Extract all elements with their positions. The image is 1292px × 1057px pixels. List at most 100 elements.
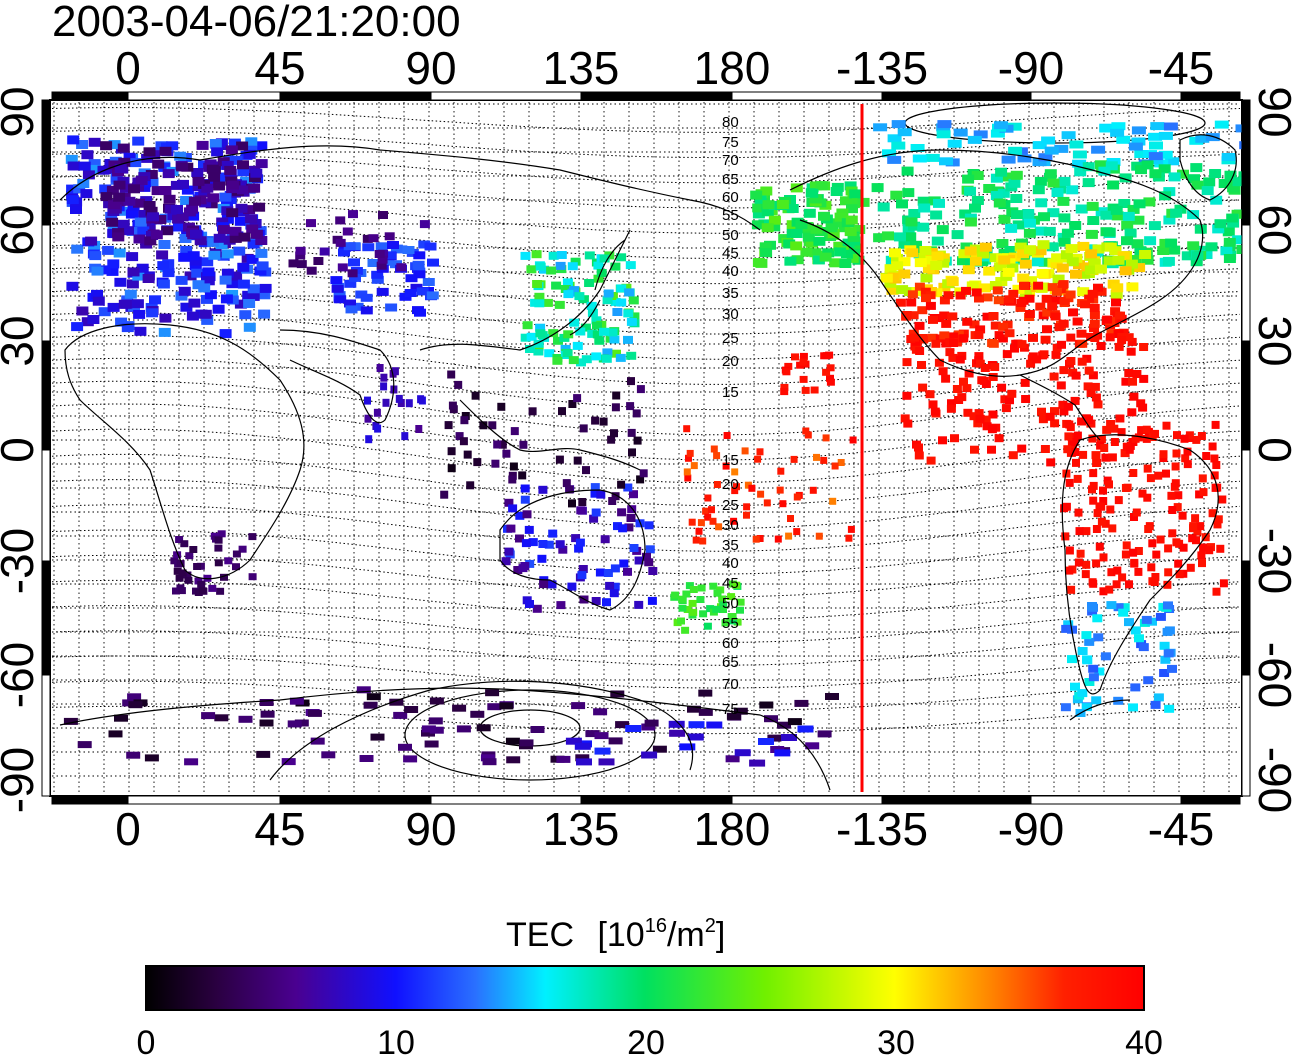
tec-cell [118, 157, 131, 167]
tec-cell [180, 196, 193, 205]
tec-cell [607, 435, 616, 444]
mlat-contour [51, 605, 1241, 643]
tec-cell [535, 329, 546, 338]
tec-cell [1085, 249, 1098, 259]
tec-cell [219, 192, 232, 202]
tec-cell [1059, 296, 1070, 305]
mlat-label: 75 [722, 701, 739, 718]
tec-cell [233, 246, 246, 256]
tec-cell [1188, 534, 1197, 543]
tec-cell [197, 580, 206, 588]
tec-cell [1232, 235, 1242, 245]
tec-cell [601, 354, 612, 363]
tec-cell [1057, 196, 1070, 206]
tec-cell [1001, 404, 1011, 413]
tec-cell [87, 315, 100, 324]
tec-cell [1163, 580, 1172, 589]
tec-cell [1137, 426, 1146, 435]
tec-cell [504, 547, 514, 556]
tec-cell [914, 282, 925, 291]
tec-cell [546, 266, 557, 275]
tec-cell [907, 290, 918, 299]
tec-cell [525, 345, 535, 353]
tec-cell [1208, 442, 1217, 451]
tec-cell [78, 161, 91, 171]
tec-cell [234, 216, 247, 226]
tec-cell [1122, 211, 1135, 221]
tec-cell [246, 224, 259, 234]
tec-cell [733, 707, 748, 715]
tec-cell [791, 353, 799, 361]
tec-cell [1069, 221, 1082, 230]
tec-cell [1171, 479, 1180, 488]
tec-cell [142, 274, 155, 283]
tec-cell [736, 606, 744, 614]
right-lat-label: 60 [1249, 204, 1292, 255]
tec-cell [362, 234, 373, 243]
tec-cell [1162, 421, 1171, 430]
tec-cell [70, 205, 82, 214]
bottom-lon-label: 90 [405, 803, 456, 855]
tec-cell [998, 255, 1011, 265]
tec-cell [342, 227, 353, 236]
tec-cell [351, 302, 364, 311]
tec-cell [1187, 241, 1200, 251]
tec-cell [410, 283, 423, 292]
tec-cell [1041, 136, 1056, 145]
tec-cell [939, 296, 950, 305]
tec-cell [1117, 251, 1130, 261]
tec-cell [599, 254, 610, 263]
tec-cell [644, 558, 654, 567]
tec-cell [515, 534, 524, 543]
tec-cell [1129, 392, 1139, 401]
mlat-label: 55 [722, 615, 739, 632]
tec-cell [681, 626, 690, 634]
tec-cell [1070, 269, 1082, 279]
tec-cell [830, 218, 843, 228]
tec-cell [1138, 643, 1149, 652]
tec-cell [1052, 274, 1065, 284]
tec-cell [1090, 334, 1100, 342]
tec-cell [1081, 631, 1092, 640]
tec-cell [894, 232, 906, 242]
tec-cell [683, 468, 691, 476]
tec-cell [1061, 624, 1072, 633]
tec-cell [114, 277, 127, 287]
tec-cell [398, 743, 412, 751]
tec-cell [1039, 350, 1049, 359]
tec-cell [1152, 550, 1161, 559]
left-latitude-labels: 9060300-30-60-90 [0, 86, 43, 813]
tec-cell [520, 562, 530, 570]
tec-cell [1099, 486, 1107, 495]
tec-cell [380, 373, 388, 382]
tec-cell [1099, 553, 1108, 562]
tec-cell [1110, 438, 1119, 446]
tec-cell [414, 308, 426, 317]
tec-cell [565, 485, 574, 494]
tec-cell [1173, 431, 1181, 440]
tec-cell [1105, 333, 1115, 342]
tec-cell [193, 563, 202, 570]
tec-cell [627, 377, 635, 386]
tec-cell [902, 358, 912, 367]
tec-cell [1133, 263, 1146, 273]
tec-cell [133, 198, 145, 208]
tec-cell [1084, 637, 1095, 646]
tec-cell [1047, 283, 1058, 292]
colorbar-label-exp2: 2 [705, 915, 716, 937]
tec-cell [1124, 618, 1134, 627]
tec-cell [1151, 429, 1159, 438]
tec-cell [682, 590, 691, 598]
tec-cell [752, 258, 765, 267]
tec-cell [289, 697, 304, 705]
tec-cell [1067, 655, 1077, 664]
tec-cell [1065, 290, 1076, 299]
tec-cell [1218, 495, 1227, 504]
tec-cell [945, 348, 955, 357]
tec-cell [1117, 336, 1127, 344]
tec-cell [652, 745, 667, 753]
tec-cell [88, 164, 101, 174]
tec-cell [1164, 704, 1175, 713]
tec-cell [63, 717, 78, 725]
tec-cell [162, 268, 175, 278]
